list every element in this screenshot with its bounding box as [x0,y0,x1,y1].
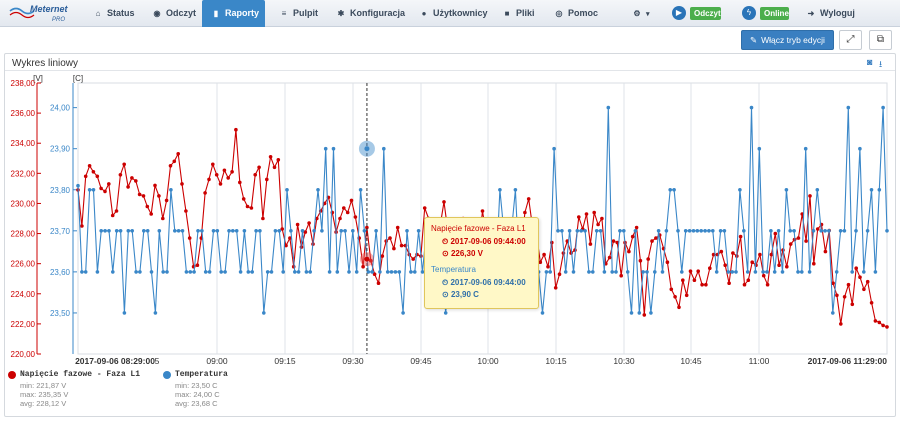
legend-name: Napięcie fazowe - Faza L1 [20,370,141,379]
meternet-logo[interactable]: Meternet PRO [8,2,72,24]
legend-avg: avg: 23,68 C [175,399,218,408]
nav-konfiguracja[interactable]: ✱ Konfiguracja [336,0,405,27]
expand-icon: ⤢ [846,34,855,45]
nav-raporty[interactable]: ▮ Raporty [202,0,265,27]
panel-title: Wykres liniowy [12,58,79,69]
lifebuoy-icon: ◎ [555,9,563,18]
user-icon: ● [421,9,427,18]
legend-max: max: 235,35 V [20,390,69,399]
external-link-icon: ⧉ [876,34,885,45]
clock-icon: ⏲ [442,278,451,287]
legend-name: Temperatura [175,370,228,379]
sign-out-icon: ➜ [807,9,815,18]
nav-uzytkownicy[interactable]: ● Użytkownicy [419,0,488,27]
bar-chart-icon: ▮ [213,9,219,18]
tooltip-series1-value: ⊙ 226,30 V [442,249,483,258]
legend-avg: avg: 228,12 V [20,399,67,408]
top-navbar: Meternet PRO ⌂ Status ◉ Odczyt ▮ Raporty ≡ P… [0,0,900,27]
settings-dropdown[interactable]: ⚙ ▾ [632,0,650,27]
edit-icon: ✎ [750,35,758,45]
legend-max: max: 24,00 C [175,390,220,399]
tooltip-series1-name: Napięcie fazowe - Faza L1 [431,224,526,233]
read-status-badge: Odczyt [690,7,721,20]
download-icon[interactable]: ⭳ [879,59,883,69]
online-status-badge: Online [760,7,789,20]
nav-pliki[interactable]: ■ Pliki [502,0,535,27]
tooltip-series2-value: ⊙ 23,90 C [442,290,479,299]
brand-name: Meternet [30,4,69,14]
open-external-button[interactable]: ⧉ [869,30,892,50]
tooltip-series2-time: ⏲ 2017-09-06 09:44:00 [442,278,526,287]
nav-status[interactable]: ⌂ Status [93,0,135,27]
camera-icon[interactable]: ◙ [867,57,873,67]
series-dot [8,371,16,379]
nav-odczyt[interactable]: ◉ Odczyt [152,0,197,27]
gears-icon: ⚙ [633,9,641,18]
nav-pomoc[interactable]: ◎ Pomoc [554,0,599,27]
edit-mode-button[interactable]: ✎ Włącz tryb edycji [741,30,834,50]
legend-min: min: 23,50 C [175,381,218,390]
gear-icon: ✱ [337,9,345,18]
tooltip-series2-name: Temperatura [431,265,476,274]
fullscreen-button[interactable]: ⤢ [839,30,862,50]
nav-pulpit[interactable]: ≡ Pulpit [279,0,318,27]
brand-sub: PRO [52,17,65,23]
chevron-down-icon: ▾ [646,11,650,18]
lightning-icon[interactable]: ϟ [742,6,756,20]
legend-min: min: 221,87 V [20,381,67,390]
clock-icon: ⏲ [442,237,451,246]
home-icon: ⌂ [95,9,101,18]
chart-tooltip: Napięcie fazowe - Faza L1 ⏲ 2017-09-06 0… [424,217,539,309]
eye-icon: ◉ [153,9,161,18]
folder-icon: ■ [504,9,510,18]
tooltip-series1-time: ⏲ 2017-09-06 09:44:00 [442,237,526,246]
play-icon[interactable]: ▶ [672,6,686,20]
list-icon: ≡ [281,9,287,18]
nav-wyloguj[interactable]: ➜ Wyloguj [806,0,855,27]
series-dot [163,371,171,379]
gauge-icon: ⊙ [442,249,451,258]
gauge-icon: ⊙ [442,290,451,299]
